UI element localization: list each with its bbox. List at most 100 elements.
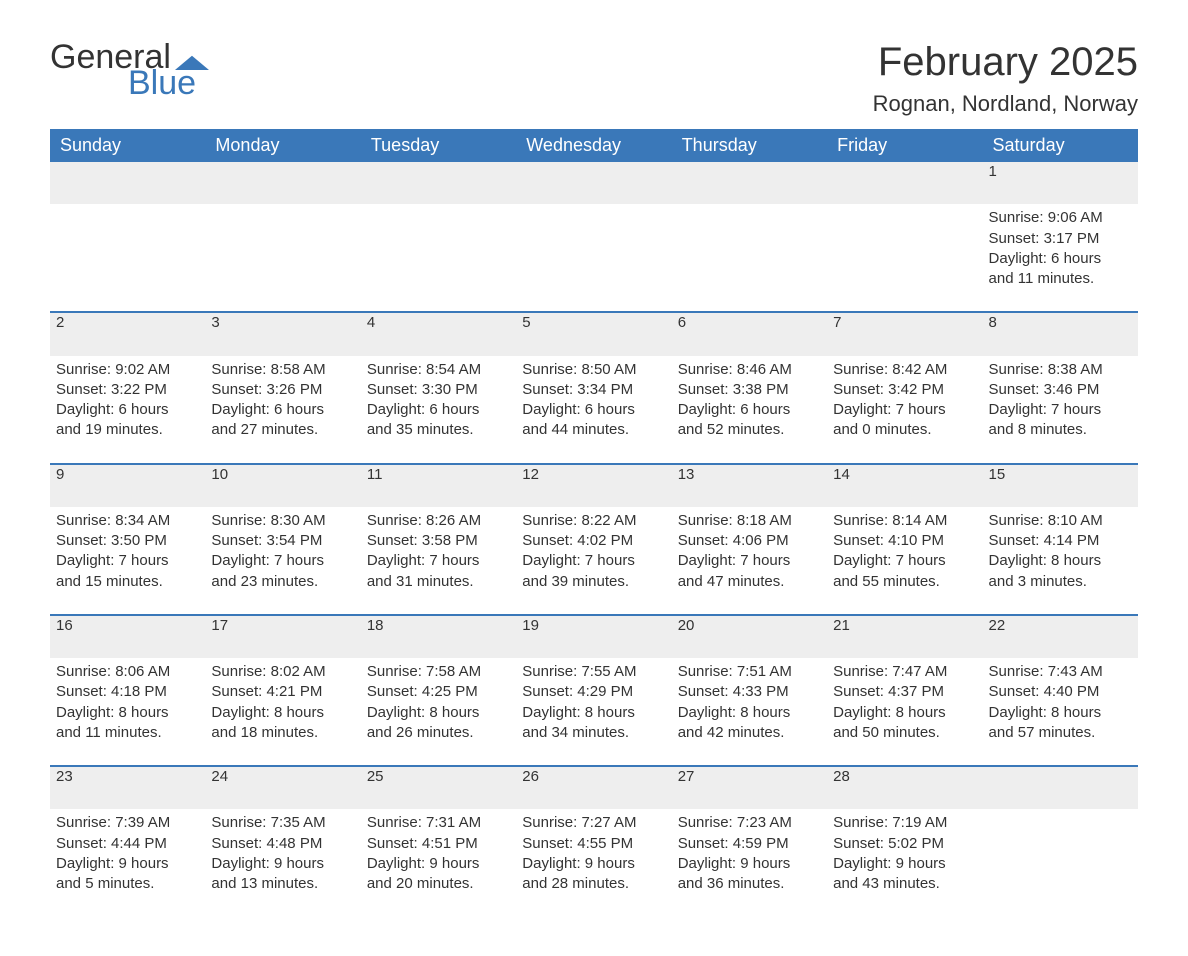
daylight-line: Daylight: 9 hours [56, 854, 199, 874]
day-number-cell: 24 [205, 766, 360, 809]
day-info-cell: Sunrise: 7:23 AMSunset: 4:59 PMDaylight:… [672, 809, 827, 916]
sunrise-line: Sunrise: 8:18 AM [678, 511, 821, 531]
sunrise-line: Sunrise: 7:55 AM [522, 662, 665, 682]
day-number-cell [516, 162, 671, 204]
day-number-cell: 13 [672, 464, 827, 507]
daylight-line: Daylight: 9 hours [678, 854, 821, 874]
day-number-cell: 3 [205, 312, 360, 355]
week-info-row: Sunrise: 9:06 AMSunset: 3:17 PMDaylight:… [50, 204, 1138, 312]
weekday-header-row: Sunday Monday Tuesday Wednesday Thursday… [50, 129, 1138, 162]
daylight-line: and 52 minutes. [678, 420, 821, 440]
sunrise-line: Sunrise: 8:14 AM [833, 511, 976, 531]
sunrise-line: Sunrise: 7:51 AM [678, 662, 821, 682]
day-number-cell [205, 162, 360, 204]
daylight-line: and 18 minutes. [211, 723, 354, 743]
daylight-line: Daylight: 6 hours [56, 400, 199, 420]
sunset-line: Sunset: 3:54 PM [211, 531, 354, 551]
brand-word-2: Blue [128, 66, 209, 100]
sunset-line: Sunset: 4:21 PM [211, 682, 354, 702]
daylight-line: and 43 minutes. [833, 874, 976, 894]
daylight-line: Daylight: 7 hours [211, 551, 354, 571]
day-info-cell: Sunrise: 9:06 AMSunset: 3:17 PMDaylight:… [983, 204, 1138, 312]
daylight-line: and 47 minutes. [678, 572, 821, 592]
sunrise-line: Sunrise: 8:46 AM [678, 360, 821, 380]
daylight-line: and 20 minutes. [367, 874, 510, 894]
day-number-cell: 12 [516, 464, 671, 507]
weekday-header: Saturday [983, 129, 1138, 162]
sunrise-line: Sunrise: 7:47 AM [833, 662, 976, 682]
day-number-cell: 8 [983, 312, 1138, 355]
day-info-cell: Sunrise: 8:30 AMSunset: 3:54 PMDaylight:… [205, 507, 360, 615]
weekday-header: Thursday [672, 129, 827, 162]
sunrise-line: Sunrise: 8:54 AM [367, 360, 510, 380]
sunrise-line: Sunrise: 7:39 AM [56, 813, 199, 833]
day-info-cell [516, 204, 671, 312]
day-info-cell: Sunrise: 7:39 AMSunset: 4:44 PMDaylight:… [50, 809, 205, 916]
day-info-cell: Sunrise: 7:19 AMSunset: 5:02 PMDaylight:… [827, 809, 982, 916]
sunset-line: Sunset: 4:55 PM [522, 834, 665, 854]
location-label: Rognan, Nordland, Norway [873, 91, 1138, 117]
sunset-line: Sunset: 4:06 PM [678, 531, 821, 551]
daylight-line: Daylight: 8 hours [833, 703, 976, 723]
day-number-cell: 10 [205, 464, 360, 507]
daylight-line: and 26 minutes. [367, 723, 510, 743]
day-number-cell [361, 162, 516, 204]
day-info-cell: Sunrise: 7:55 AMSunset: 4:29 PMDaylight:… [516, 658, 671, 766]
daylight-line: and 44 minutes. [522, 420, 665, 440]
daylight-line: and 27 minutes. [211, 420, 354, 440]
day-number-cell: 15 [983, 464, 1138, 507]
day-number-cell [827, 162, 982, 204]
sunset-line: Sunset: 3:30 PM [367, 380, 510, 400]
title-block: February 2025 Rognan, Nordland, Norway [873, 40, 1138, 117]
day-number-cell [672, 162, 827, 204]
sunset-line: Sunset: 3:38 PM [678, 380, 821, 400]
daylight-line: Daylight: 7 hours [678, 551, 821, 571]
sunrise-line: Sunrise: 8:50 AM [522, 360, 665, 380]
daylight-line: Daylight: 9 hours [367, 854, 510, 874]
sunrise-line: Sunrise: 8:38 AM [989, 360, 1132, 380]
week-daynum-row: 232425262728 [50, 766, 1138, 809]
month-title: February 2025 [873, 40, 1138, 85]
daylight-line: and 15 minutes. [56, 572, 199, 592]
day-info-cell: Sunrise: 7:27 AMSunset: 4:55 PMDaylight:… [516, 809, 671, 916]
day-number-cell: 7 [827, 312, 982, 355]
daylight-line: and 39 minutes. [522, 572, 665, 592]
week-daynum-row: 2345678 [50, 312, 1138, 355]
sunrise-line: Sunrise: 7:35 AM [211, 813, 354, 833]
sunset-line: Sunset: 3:46 PM [989, 380, 1132, 400]
day-number-cell: 19 [516, 615, 671, 658]
sunset-line: Sunset: 4:59 PM [678, 834, 821, 854]
sail-icon [175, 48, 209, 70]
daylight-line: Daylight: 8 hours [56, 703, 199, 723]
sunset-line: Sunset: 4:40 PM [989, 682, 1132, 702]
sunset-line: Sunset: 4:14 PM [989, 531, 1132, 551]
daylight-line: and 19 minutes. [56, 420, 199, 440]
sunrise-line: Sunrise: 8:22 AM [522, 511, 665, 531]
sunrise-line: Sunrise: 7:43 AM [989, 662, 1132, 682]
daylight-line: Daylight: 9 hours [522, 854, 665, 874]
day-info-cell [827, 204, 982, 312]
sunrise-line: Sunrise: 7:19 AM [833, 813, 976, 833]
weekday-header: Sunday [50, 129, 205, 162]
daylight-line: Daylight: 7 hours [833, 551, 976, 571]
sunrise-line: Sunrise: 7:58 AM [367, 662, 510, 682]
weekday-header: Monday [205, 129, 360, 162]
week-info-row: Sunrise: 7:39 AMSunset: 4:44 PMDaylight:… [50, 809, 1138, 916]
week-info-row: Sunrise: 8:06 AMSunset: 4:18 PMDaylight:… [50, 658, 1138, 766]
daylight-line: and 42 minutes. [678, 723, 821, 743]
day-info-cell: Sunrise: 8:02 AMSunset: 4:21 PMDaylight:… [205, 658, 360, 766]
sunset-line: Sunset: 4:33 PM [678, 682, 821, 702]
week-daynum-row: 16171819202122 [50, 615, 1138, 658]
daylight-line: and 28 minutes. [522, 874, 665, 894]
day-info-cell: Sunrise: 8:42 AMSunset: 3:42 PMDaylight:… [827, 356, 982, 464]
daylight-line: and 57 minutes. [989, 723, 1132, 743]
sunrise-line: Sunrise: 8:10 AM [989, 511, 1132, 531]
sunset-line: Sunset: 4:44 PM [56, 834, 199, 854]
day-number-cell: 5 [516, 312, 671, 355]
sunset-line: Sunset: 4:18 PM [56, 682, 199, 702]
day-number-cell: 20 [672, 615, 827, 658]
day-info-cell: Sunrise: 7:51 AMSunset: 4:33 PMDaylight:… [672, 658, 827, 766]
daylight-line: Daylight: 8 hours [211, 703, 354, 723]
daylight-line: Daylight: 8 hours [678, 703, 821, 723]
daylight-line: and 35 minutes. [367, 420, 510, 440]
